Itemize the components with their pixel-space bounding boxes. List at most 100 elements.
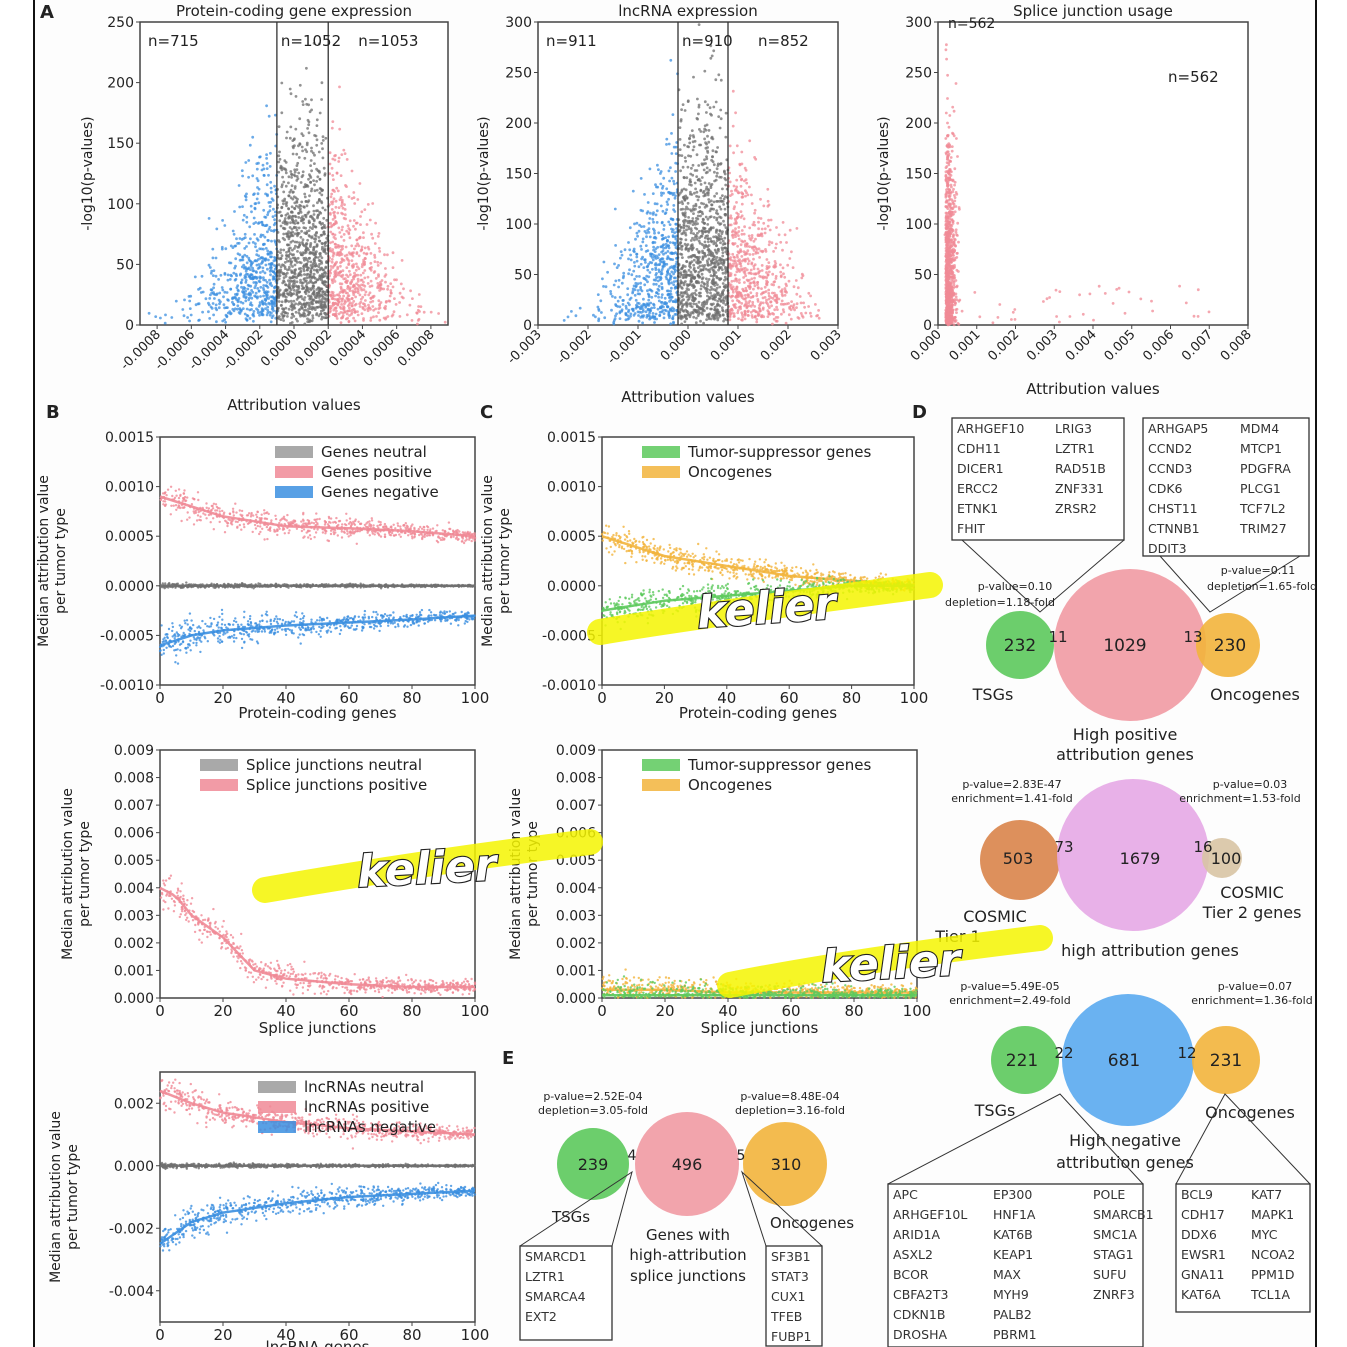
scatter-point <box>753 276 756 280</box>
scatter-point <box>306 118 310 122</box>
scatter-point <box>306 266 309 269</box>
scatter-point <box>743 317 747 321</box>
scatter-point <box>694 187 697 191</box>
scatter-point <box>718 229 722 233</box>
scatter-point <box>1117 286 1121 290</box>
scatter-point <box>336 303 340 307</box>
scatter-point <box>629 312 633 316</box>
scatter-point <box>795 227 799 230</box>
scatter-point <box>783 233 787 237</box>
scatter-point <box>674 298 678 302</box>
scatter-point <box>229 287 233 291</box>
scatter-point <box>334 242 337 246</box>
scatter-point <box>290 176 293 179</box>
scatter-point <box>291 265 294 268</box>
scatter-point <box>771 312 774 315</box>
scatter-point <box>703 264 707 267</box>
scatter-point <box>687 145 690 149</box>
scatter-point <box>656 185 660 189</box>
scatter-point <box>752 272 756 276</box>
scatter-point <box>292 288 296 292</box>
scatter-point <box>687 216 690 219</box>
scatter-point <box>715 251 719 255</box>
scatter-point <box>288 283 291 287</box>
scatter-point <box>354 227 357 231</box>
scatter-point <box>264 224 268 228</box>
scatter-point <box>775 296 779 300</box>
scatter-point <box>298 241 301 245</box>
scatter-point <box>706 193 710 197</box>
scatter-point <box>748 282 752 285</box>
scatter-point <box>280 300 284 304</box>
scatter-point <box>618 317 622 320</box>
scatter-point <box>318 111 322 115</box>
scatter-point <box>305 279 308 283</box>
scatter-point <box>692 286 695 289</box>
scatter-point <box>309 164 312 168</box>
scatter-point <box>713 265 717 269</box>
scatter-point <box>662 176 666 180</box>
scatter-point <box>310 149 313 153</box>
scatter-point <box>356 280 360 283</box>
scatter-point <box>329 265 333 268</box>
scatter-point <box>261 163 265 167</box>
y-tick-label: 50 <box>514 268 532 284</box>
scatter-point <box>361 271 365 275</box>
scatter-point <box>684 159 687 163</box>
scatter-point <box>1139 297 1143 301</box>
scatter-point <box>285 271 289 275</box>
scatter-point <box>756 280 760 284</box>
scatter-point <box>687 294 690 297</box>
scatter-point <box>284 283 288 287</box>
scatter-point <box>1151 309 1154 313</box>
scatter-point <box>721 194 724 198</box>
scatter-point <box>708 268 711 272</box>
scatter-point <box>320 272 324 276</box>
scatter-point <box>777 233 781 237</box>
scatter-point <box>703 69 707 73</box>
scatter-point <box>163 321 167 325</box>
scatter-point <box>780 312 783 316</box>
scatter-point <box>295 280 299 284</box>
scatter-point <box>391 285 395 289</box>
scatter-point <box>240 169 244 173</box>
scatter-point <box>236 252 240 256</box>
scatter-point <box>302 218 306 221</box>
scatter-point <box>649 211 652 215</box>
scatter-point <box>695 305 699 309</box>
scatter-point <box>748 185 751 189</box>
scatter-point <box>780 292 784 296</box>
scatter-point <box>391 251 395 255</box>
scatter-point <box>691 173 695 177</box>
scatter-point <box>266 249 270 253</box>
scatter-point <box>341 206 345 210</box>
scatter-point <box>346 291 349 295</box>
scatter-point <box>770 304 773 308</box>
scatter-point <box>716 146 719 149</box>
scatter-point <box>338 291 342 294</box>
scatter-point <box>799 301 803 305</box>
scatter-point <box>721 239 725 243</box>
scatter-point <box>291 215 294 219</box>
scatter-point <box>308 274 312 278</box>
scatter-point <box>733 205 736 209</box>
scatter-point <box>683 265 687 268</box>
scatter-point <box>244 161 248 164</box>
scatter-point <box>212 313 216 317</box>
scatter-point <box>736 311 740 315</box>
scatter-point <box>707 198 711 201</box>
scatter-point <box>623 248 627 252</box>
scatter-point <box>690 219 694 223</box>
scatter-point <box>268 225 272 229</box>
scatter-point <box>278 157 282 161</box>
scatter-point <box>643 193 646 196</box>
scatter-point <box>339 321 343 324</box>
scatter-point <box>262 288 266 292</box>
scatter-point <box>285 222 289 226</box>
scatter-point <box>766 309 770 312</box>
scatter-point <box>684 194 688 198</box>
scatter-point <box>708 106 712 110</box>
scatter-point <box>642 225 646 228</box>
scatter-point <box>309 294 313 298</box>
scatter-point <box>223 273 227 276</box>
